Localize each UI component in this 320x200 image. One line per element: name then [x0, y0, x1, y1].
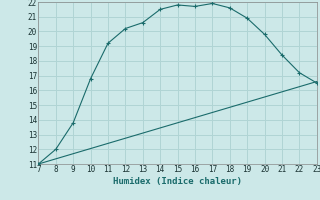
X-axis label: Humidex (Indice chaleur): Humidex (Indice chaleur): [113, 177, 242, 186]
